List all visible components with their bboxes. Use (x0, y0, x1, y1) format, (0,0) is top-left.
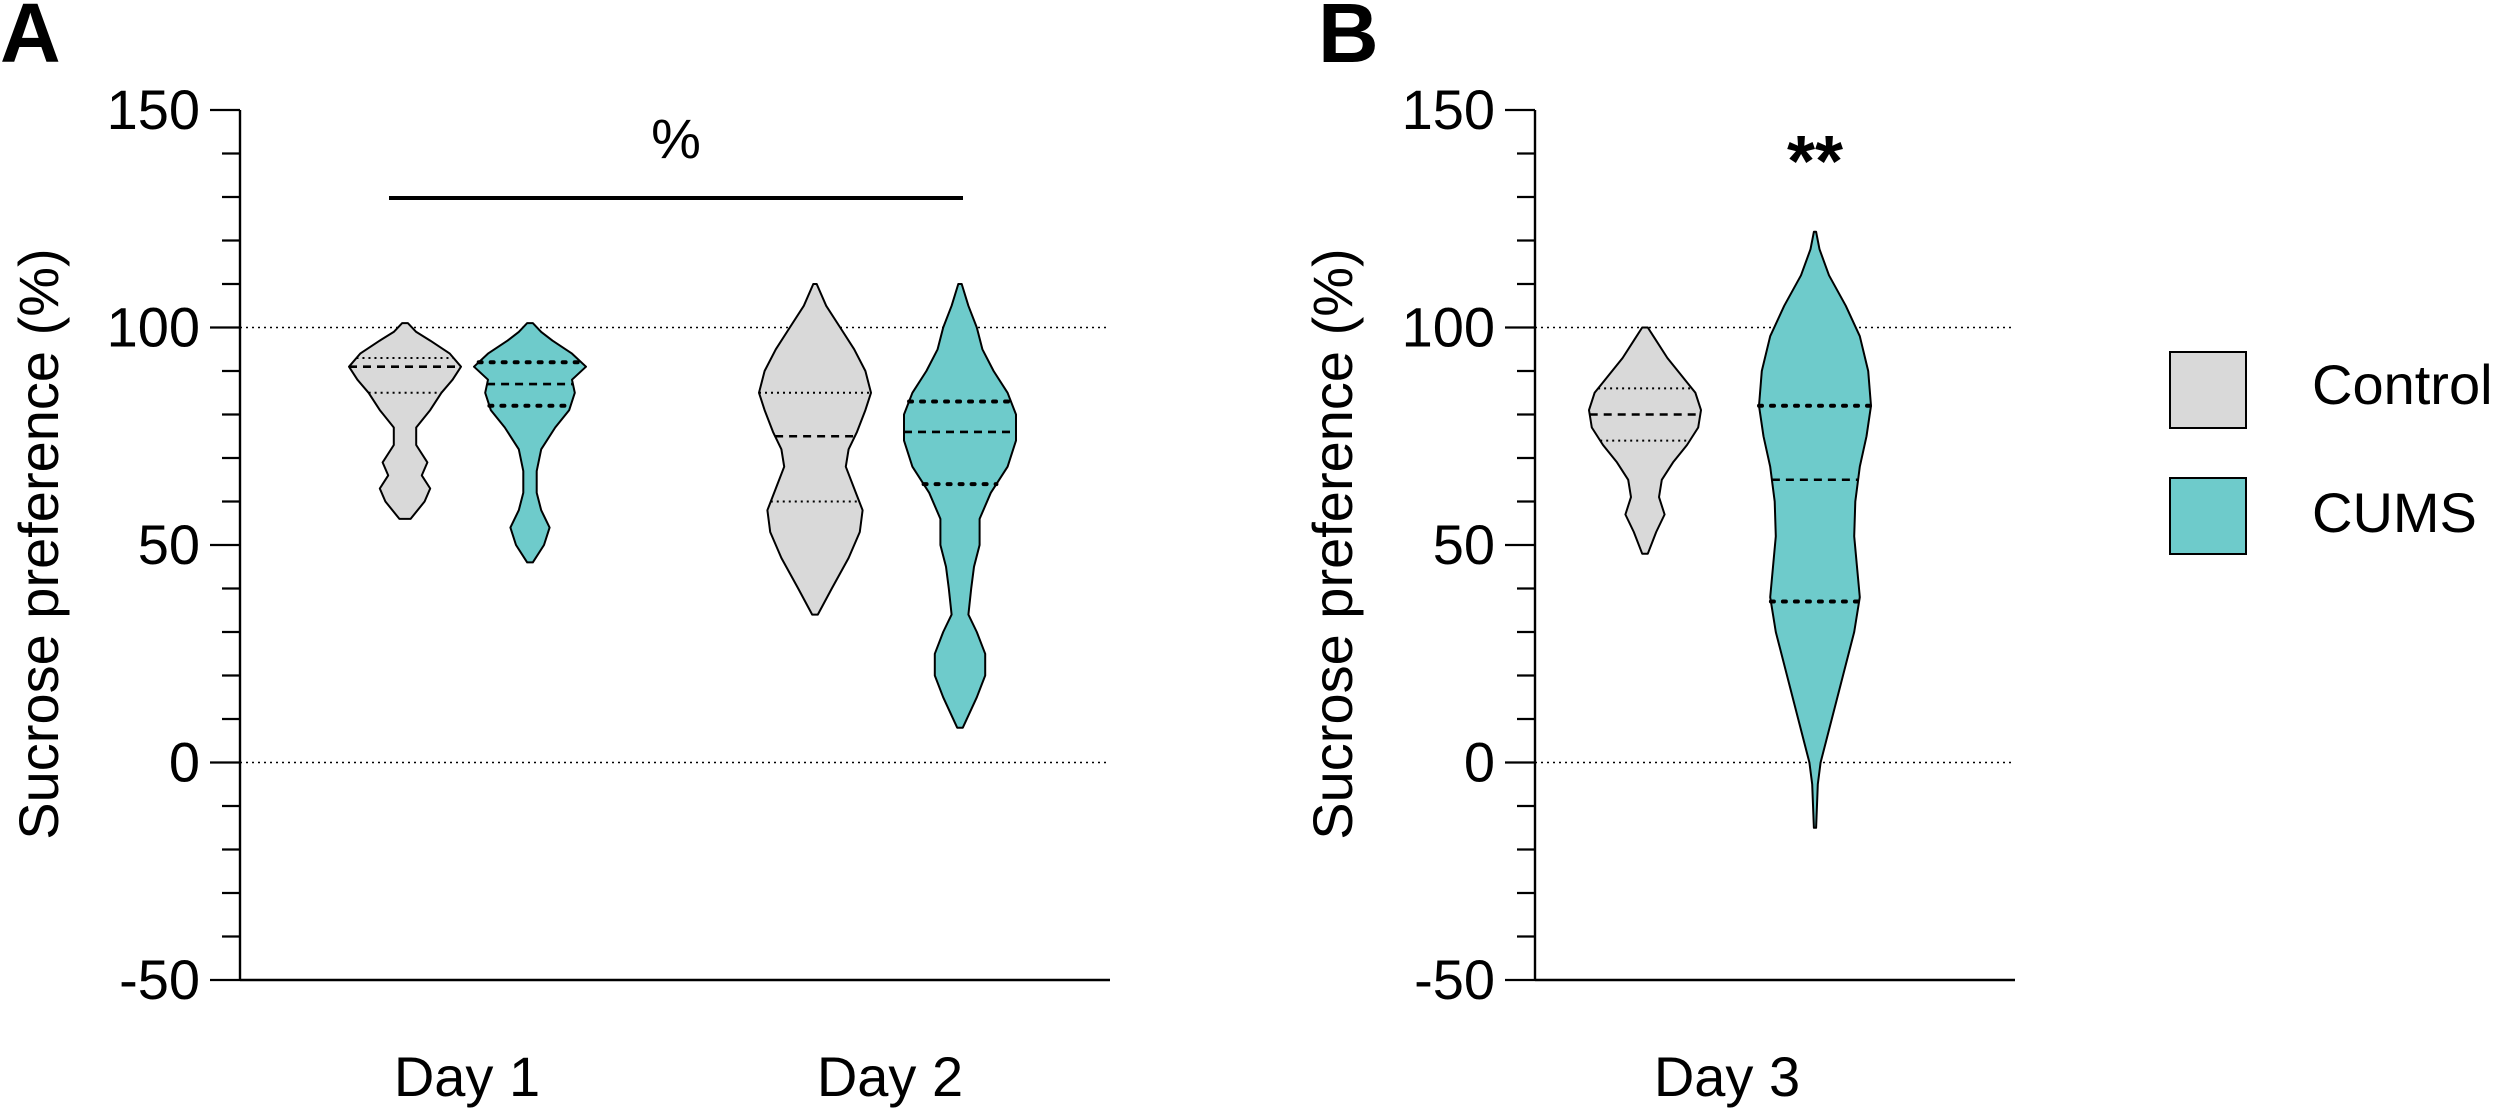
violin-control-day-3 (1588, 326, 1702, 555)
panel-b-plot: Sucrose preference (%) -50 0 50 100 150 Day 3… (1301, 78, 2015, 1108)
y-tick-label: 0 (169, 731, 200, 794)
panel-letter-b: B (1318, 0, 1379, 80)
y-axis-label-b: Sucrose preference (%) (1301, 248, 1364, 839)
significance-label: ** (1787, 122, 1843, 202)
panel-a-plot: Sucrose preference (%) -50 0 50 100 150 Day 1… (7, 78, 1110, 1108)
x-tick-label: Day 1 (394, 1045, 540, 1108)
x-tick-label: Day 2 (817, 1045, 963, 1108)
violin-cums-day-2 (903, 283, 1017, 729)
panel-letter-a: A (0, 0, 61, 80)
significance-label: % (651, 107, 701, 170)
y-tick-label: 0 (1464, 731, 1495, 794)
y-tick-label: 150 (107, 78, 200, 141)
y-tick-label: -50 (1414, 948, 1495, 1011)
legend-label-cums: CUMS (2312, 481, 2477, 544)
legend-swatch-cums (2169, 477, 2247, 555)
violin-control-day-1 (348, 322, 462, 520)
y-tick-label: 100 (107, 296, 200, 359)
y-tick-label: 50 (138, 513, 200, 576)
legend: Control CUMS (2169, 351, 2493, 555)
y-tick-label: 100 (1402, 296, 1495, 359)
y-axis-label-a: Sucrose preference (%) (7, 248, 70, 839)
violin-control-day-2 (758, 283, 872, 616)
y-tick-label: 150 (1402, 78, 1495, 141)
x-tick-label: Day 3 (1654, 1045, 1800, 1108)
legend-label-control: Control (2312, 353, 2493, 416)
legend-swatch-control (2169, 351, 2247, 429)
y-tick-label: -50 (119, 948, 200, 1011)
y-tick-label: 50 (1433, 513, 1495, 576)
violin-cums-day-1 (473, 322, 587, 564)
violin-cums-day-3 (1758, 230, 1872, 829)
